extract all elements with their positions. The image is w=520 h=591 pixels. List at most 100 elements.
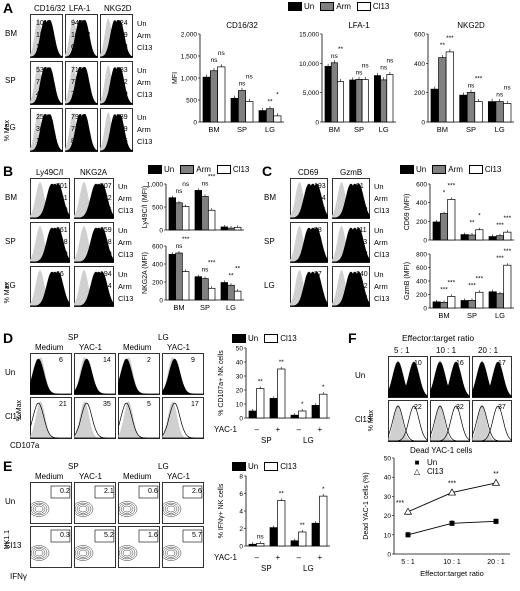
histogram-a xyxy=(100,108,133,152)
row-label: Cl13 xyxy=(5,541,22,550)
category-label: BM xyxy=(438,311,449,320)
histogram-c xyxy=(332,266,370,307)
significance-mark: ns xyxy=(468,82,476,89)
significance-mark: *** xyxy=(208,174,216,180)
bar-Un xyxy=(311,522,320,547)
legend-swatch xyxy=(356,2,371,11)
mfi-value: 591 xyxy=(56,195,68,202)
bar-Arm xyxy=(175,252,183,301)
legend-label: Un xyxy=(427,458,438,467)
contour xyxy=(162,545,182,561)
histogram-c-iso xyxy=(332,182,370,218)
histogram-a-trace-2 xyxy=(30,20,63,58)
histogram-b-iso xyxy=(74,182,114,218)
significance-mark: ns xyxy=(218,50,226,57)
histogram-d xyxy=(118,353,160,395)
percent-value: 5.7 xyxy=(192,532,202,539)
percent-value: 21 xyxy=(59,401,67,408)
group-label: LG xyxy=(303,436,314,445)
significance-mark: ** xyxy=(440,42,446,49)
histogram-c-iso xyxy=(290,226,328,262)
line-chart-F: 0 10 20 30 40 50 Dead YAC-1 cells (%) 5 : 1 10 :… xyxy=(363,456,510,578)
histogram-a xyxy=(30,108,63,152)
dot-plot-e xyxy=(74,526,116,568)
category-label: BM xyxy=(329,125,340,134)
contour xyxy=(30,501,50,517)
significance-mark: ** xyxy=(279,359,285,366)
y-tick-label: 0 xyxy=(159,298,163,305)
y-tick-label: 1,500 xyxy=(181,54,198,61)
mfi-value: 509 xyxy=(56,207,68,214)
category-label: SP xyxy=(354,125,364,134)
yac-sign: + xyxy=(275,425,281,434)
histogram-f-iso xyxy=(388,404,428,441)
legend-label: Un xyxy=(304,2,315,11)
significance-mark: ns xyxy=(356,69,364,76)
y-tick-label: 400 xyxy=(416,200,427,207)
mfi-value: 467 xyxy=(36,91,48,98)
y-tick-label: 600 xyxy=(152,244,163,251)
bar-Un xyxy=(373,75,381,123)
bar-Un xyxy=(488,291,497,309)
mfi-value: 130 xyxy=(100,251,112,258)
point-triangle xyxy=(447,488,457,496)
significance-mark: *** xyxy=(504,215,512,222)
mfi-value: 522 xyxy=(100,195,112,202)
legend-label: Cl13 xyxy=(280,462,297,471)
histogram-f-iso xyxy=(430,404,470,441)
percent-value: 32 xyxy=(456,404,464,411)
mfi-value: 84 xyxy=(314,295,322,302)
legend-swatch xyxy=(400,165,414,174)
dot-plot-e xyxy=(30,482,72,524)
bar-Un xyxy=(269,527,278,547)
group-label: LG xyxy=(5,123,16,132)
y-axis-label: Dead YAC-1 cells (%) xyxy=(363,472,370,539)
y-tick-label: 50 xyxy=(384,456,392,463)
dot-plot-e xyxy=(162,526,204,568)
gate xyxy=(50,485,71,499)
histogram-a xyxy=(100,14,133,58)
bar-Cl13 xyxy=(277,368,286,419)
histogram-b-trace-2 xyxy=(30,183,70,219)
bar-Arm xyxy=(227,284,235,301)
legend-swatch xyxy=(264,334,279,343)
histogram-c xyxy=(290,178,328,219)
histogram-b-iso xyxy=(30,182,70,218)
histogram-a-trace-2 xyxy=(30,67,63,105)
bar-Cl13 xyxy=(474,101,483,123)
y-tick-label: 400 xyxy=(414,61,425,68)
hist-header: Ly49C/I xyxy=(36,168,64,177)
mfi-value: 98 xyxy=(100,295,108,302)
histogram-f xyxy=(430,356,470,398)
mfi-value: 66 xyxy=(56,271,64,278)
gate xyxy=(182,529,203,543)
y-tick-label: 500 xyxy=(186,98,197,105)
contour xyxy=(74,502,92,516)
mfi-value: 233 xyxy=(356,251,368,258)
x-axis-label: Dead YAC-1 cells xyxy=(410,446,473,455)
bar-Un xyxy=(460,300,469,309)
mfi-value: 111 xyxy=(356,227,367,234)
bar-Cl13 xyxy=(298,410,307,419)
contour xyxy=(32,548,46,558)
histogram-a-trace-2 xyxy=(100,114,133,152)
yac-label: YAC-1 xyxy=(214,553,237,562)
significance-mark: * xyxy=(301,401,304,408)
gate xyxy=(182,485,203,499)
histogram-c-iso xyxy=(332,270,370,306)
legend-item: Arm xyxy=(320,2,351,11)
histogram-d-trace-0 xyxy=(30,402,72,439)
row-label: Un xyxy=(5,497,16,506)
bar-Un xyxy=(349,79,357,123)
mfi-value: 212 xyxy=(356,283,368,290)
legend-item: Cl13 xyxy=(264,334,297,343)
condition-label: Cl13 xyxy=(137,43,153,52)
y-tick-label: 30 xyxy=(384,494,392,501)
percent-value: 5 xyxy=(147,401,151,408)
mfi-value: 164 xyxy=(100,283,112,290)
yac-sign: – xyxy=(254,425,259,434)
significance-mark: ns xyxy=(257,533,265,540)
histogram-d-trace-0 xyxy=(118,358,160,395)
